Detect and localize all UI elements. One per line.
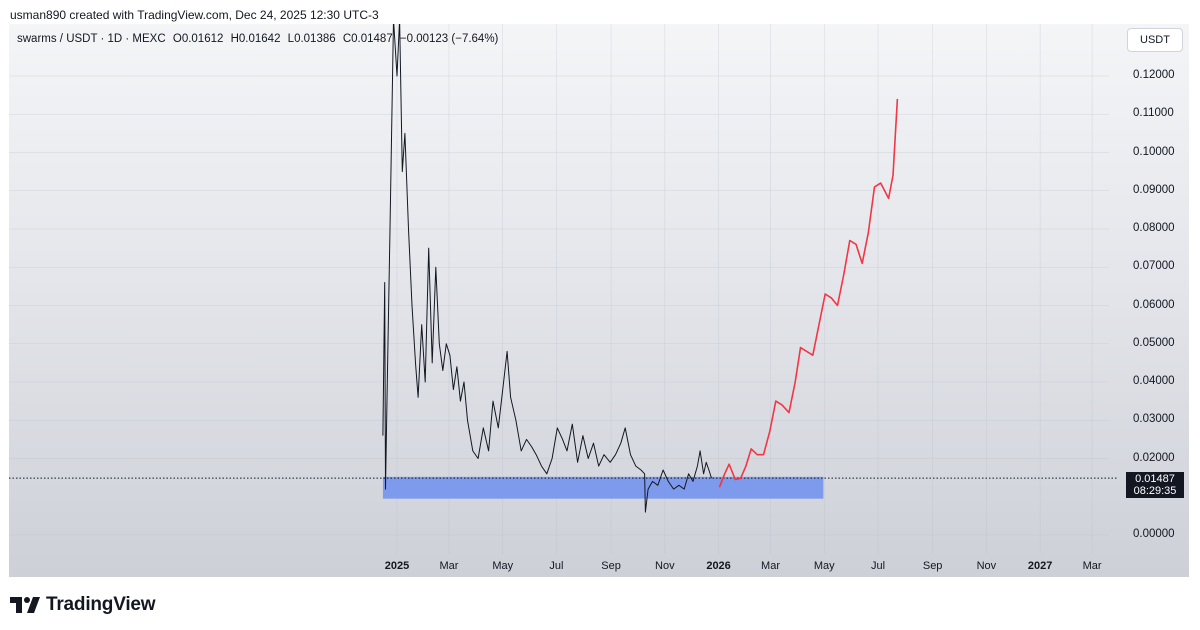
- currency-button[interactable]: USDT: [1127, 28, 1183, 52]
- projection-line: [718, 98, 899, 488]
- bar-countdown: 08:29:35: [1133, 485, 1177, 497]
- x-tick-label: Jul: [870, 560, 886, 572]
- price-history-line: [382, 24, 712, 513]
- x-tick-label: Mar: [761, 560, 781, 572]
- x-tick-label: Mar: [1082, 560, 1102, 572]
- grid: [9, 24, 1109, 554]
- ohlc-low: L0.01386: [287, 33, 336, 45]
- last-price-tag: 0.01487 08:29:35: [1126, 472, 1184, 498]
- y-tick-label: 0.03000: [1133, 413, 1175, 426]
- y-tick-label: 0.02000: [1133, 451, 1175, 464]
- x-tick-label: Sep: [922, 560, 943, 572]
- y-tick-label: 0.10000: [1133, 145, 1175, 158]
- ohlc-change: −0.00123 (−7.64%): [399, 33, 499, 45]
- symbol-pair[interactable]: swarms / USDT · 1D · MEXC: [17, 33, 166, 45]
- x-tick-label: Jul: [549, 560, 564, 572]
- tradingview-logo-icon: [10, 597, 40, 613]
- x-tick-label: 2025: [384, 560, 410, 572]
- ohlc-close: C0.01487: [342, 33, 393, 45]
- y-tick-label: 0.00000: [1133, 528, 1175, 540]
- y-tick-label: 0.05000: [1133, 336, 1175, 349]
- x-tick-label: May: [492, 560, 514, 572]
- last-price-value: 0.01487: [1135, 473, 1175, 485]
- x-tick-label: Sep: [601, 560, 621, 572]
- brand-name: TradingView: [46, 594, 156, 615]
- x-tick-label: Nov: [976, 560, 997, 572]
- x-tick-label: Nov: [655, 560, 675, 572]
- y-tick-label: 0.06000: [1133, 298, 1175, 311]
- y-tick-label: 0.07000: [1133, 260, 1175, 273]
- x-tick-label: 2027: [1027, 560, 1053, 572]
- support-zone: [382, 476, 824, 499]
- y-tick-label: 0.11000: [1133, 107, 1174, 120]
- ohlc-open: O0.01612: [172, 33, 224, 45]
- y-tick-label: 0.12000: [1133, 69, 1175, 81]
- tradingview-logo[interactable]: TradingView: [10, 594, 156, 616]
- symbol-info-bar[interactable]: swarms / USDT · 1D · MEXC O0.01612 H0.01…: [17, 33, 502, 45]
- x-tick-label: May: [813, 560, 835, 572]
- chart-caption: usman890 created with TradingView.com, D…: [10, 8, 379, 22]
- support-zone-rect: [382, 476, 824, 499]
- x-tick-label: 2026: [706, 560, 731, 572]
- price-chart[interactable]: [9, 24, 1189, 577]
- y-tick-label: 0.04000: [1133, 375, 1175, 387]
- chart-frame[interactable]: swarms / USDT · 1D · MEXC O0.01612 H0.01…: [9, 24, 1189, 577]
- y-tick-label: 0.09000: [1133, 183, 1175, 196]
- y-tick-label: 0.08000: [1133, 222, 1175, 234]
- ohlc-high: H0.01642: [230, 33, 281, 45]
- series-group: [382, 24, 899, 513]
- x-tick-label: Mar: [439, 560, 459, 572]
